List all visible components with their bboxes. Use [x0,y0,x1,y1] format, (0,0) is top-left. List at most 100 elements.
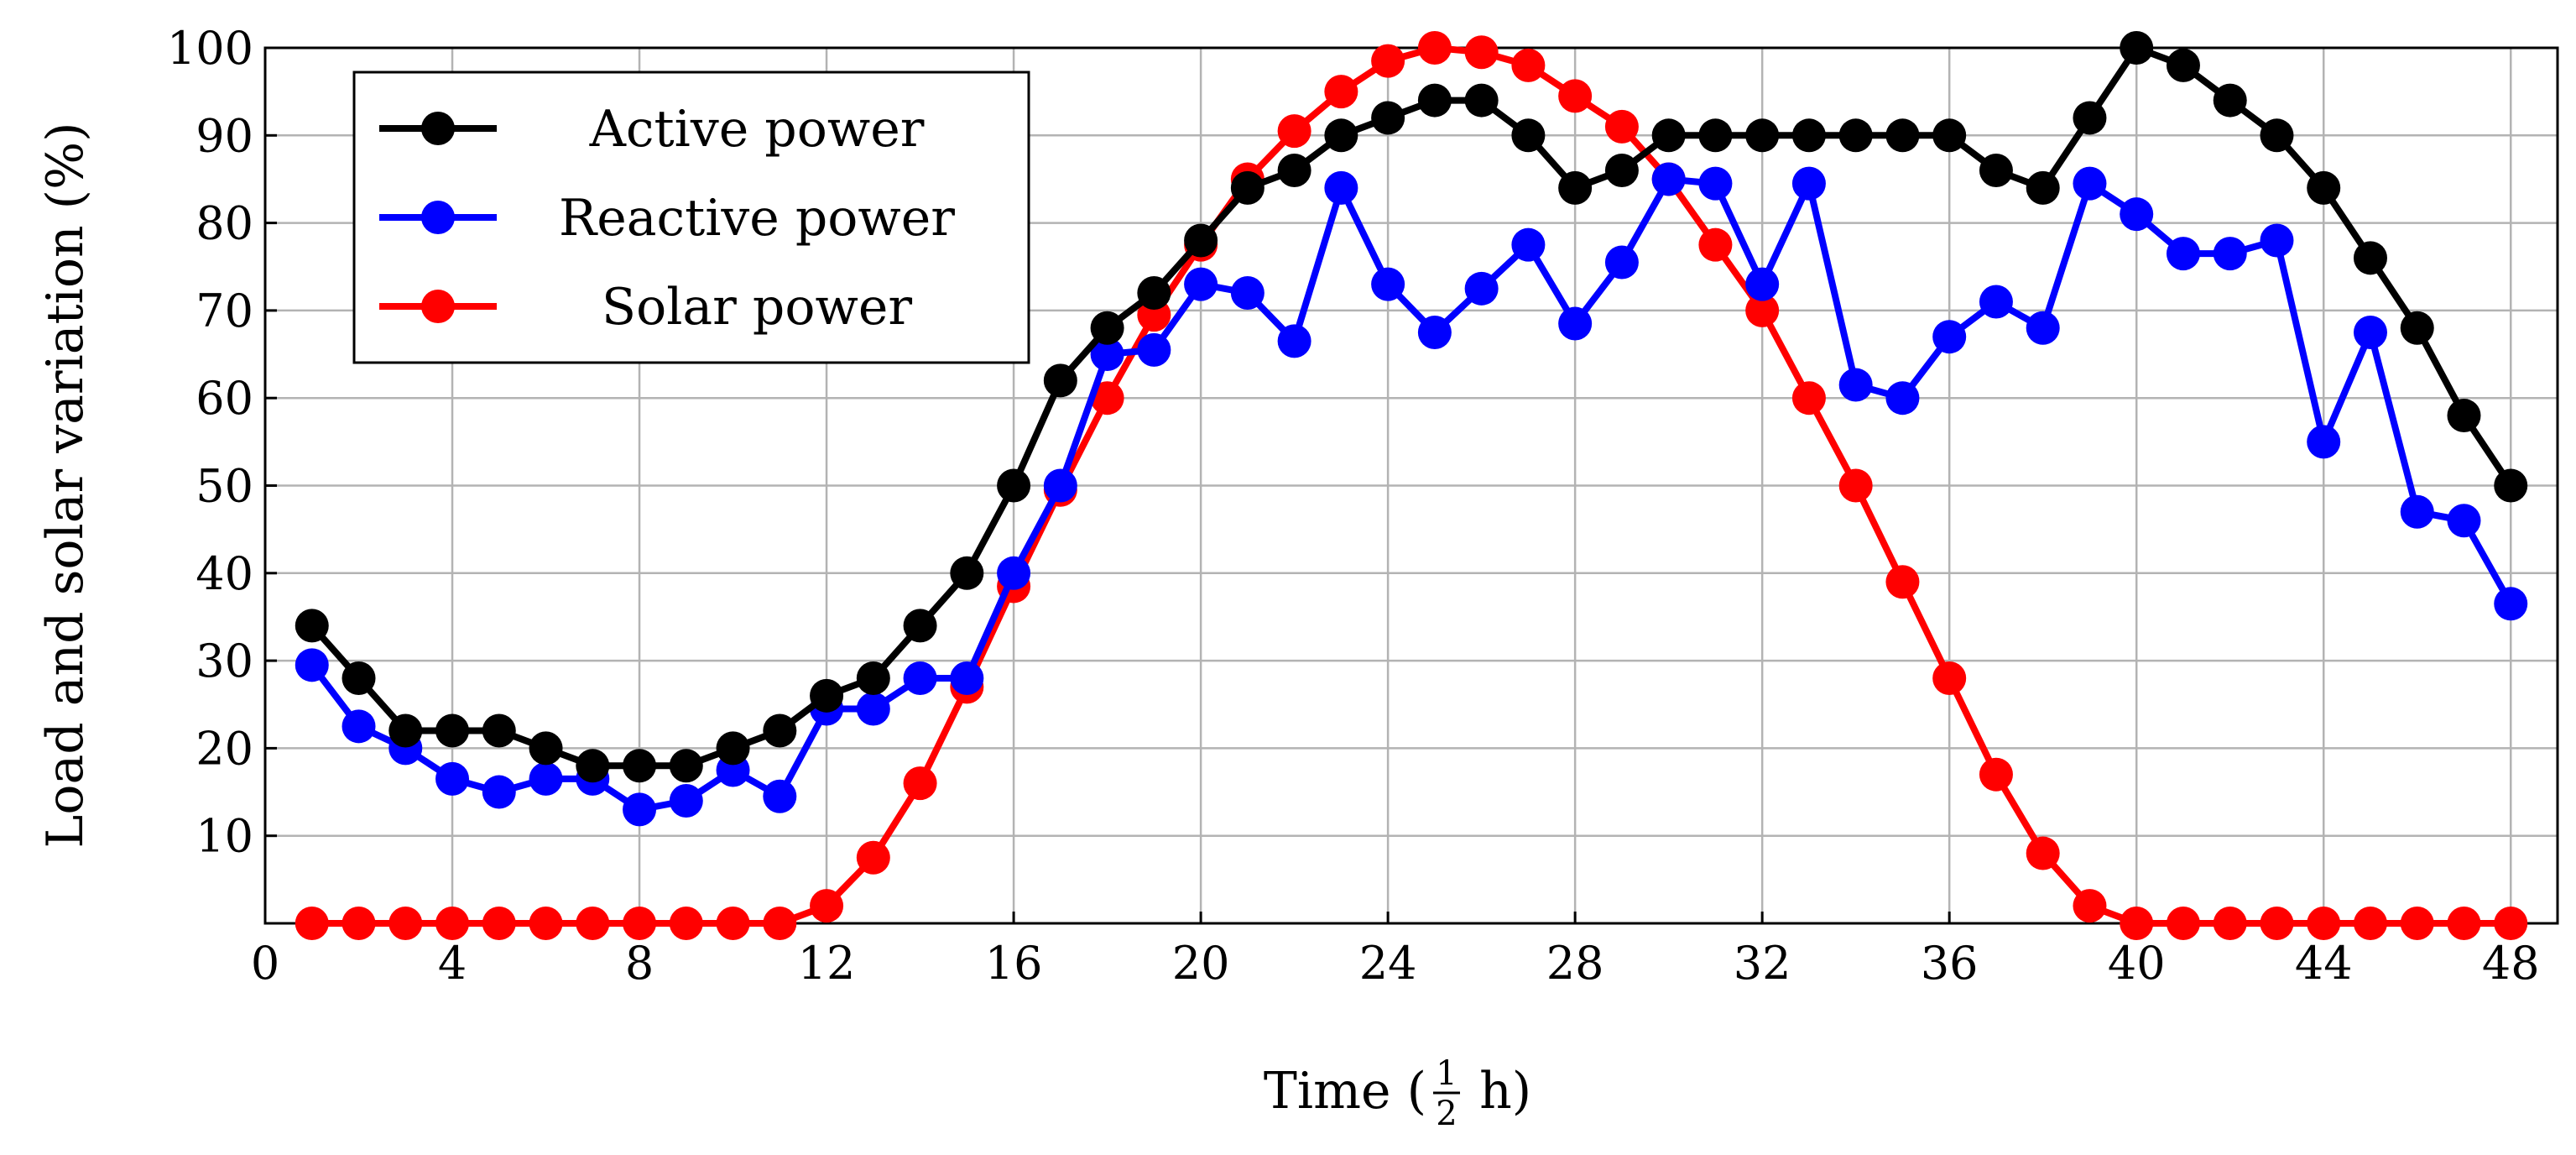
data-point-active-power [1838,118,1873,153]
series-solar-power [295,31,2528,940]
data-point-active-power [2447,399,2481,433]
x-tick-label: 24 [1359,937,1417,990]
data-point-active-power [1979,154,2013,188]
y-tick-label: 40 [196,547,253,600]
legend-swatch-marker [421,290,455,323]
data-point-solar-power [2400,907,2434,940]
data-point-reactive-power [1604,245,1639,280]
y-tick-label: 30 [196,635,253,687]
data-point-solar-power [2073,889,2107,923]
data-point-reactive-power [2073,166,2107,201]
data-point-reactive-power [997,556,1031,590]
data-point-active-power [342,661,376,695]
data-point-active-power [903,609,937,643]
data-point-active-power [1651,118,1686,153]
x-tick-label: 32 [1734,937,1791,990]
data-point-solar-power [1324,75,1358,109]
data-point-active-power [1698,118,1733,153]
legend-entry-active-power: Active power [379,100,925,159]
data-point-reactive-power [435,761,470,796]
data-point-active-power [1604,154,1639,188]
x-axis-label-suffix: h) [1463,1062,1531,1121]
data-point-reactive-power [1417,315,1452,349]
data-point-active-power [997,468,1031,503]
data-point-reactive-power [1371,267,1405,301]
legend-entry-reactive-power: Reactive power [379,189,955,248]
x-tick-label: 0 [251,937,279,990]
data-point-active-power [1464,83,1499,118]
data-point-active-power [950,556,984,590]
data-point-active-power [1558,170,1593,205]
data-point-solar-power [1698,227,1733,262]
data-point-active-power [2026,170,2060,205]
x-axis-label: Time ( 1 2 h) [1264,1054,1531,1133]
data-point-solar-power [1604,109,1639,144]
data-point-solar-power [1791,381,1826,415]
data-point-solar-power [1371,44,1405,78]
x-tick-label: 48 [2482,937,2540,990]
data-point-solar-power [903,766,937,801]
data-point-reactive-power [2260,223,2294,258]
data-point-active-power [2260,118,2294,153]
data-point-active-power [1184,223,1218,258]
x-tick-label: 20 [1172,937,1230,990]
x-axis-label-fraction-numerator: 1 [1436,1054,1457,1093]
data-point-reactive-power [1043,468,1077,503]
legend-entry-solar-power: Solar power [379,278,912,337]
series-active-power [295,31,2528,783]
data-point-solar-power [856,840,890,875]
data-point-active-power [2494,468,2528,503]
data-point-solar-power [1979,757,2013,792]
y-axis-label: Load and solar variation (%) [36,122,95,848]
data-point-reactive-power [623,792,657,827]
x-tick-label: 4 [438,937,467,990]
y-tick-label: 70 [196,285,253,337]
x-tick-label: 28 [1546,937,1604,990]
x-axis: 0 4 8 12 16 20 24 28 32 36 40 44 48 [251,912,2540,990]
data-point-reactive-power [1838,368,1873,402]
data-point-reactive-power [1558,306,1593,341]
data-point-solar-power [576,907,610,940]
data-point-reactive-power [2120,197,2154,232]
data-point-active-power [1417,83,1452,118]
x-tick-label: 16 [985,937,1043,990]
data-point-reactive-power [2026,311,2060,345]
data-point-solar-power [1932,661,1967,695]
data-point-reactive-power [1979,285,2013,319]
data-point-solar-power [810,889,844,923]
data-point-active-power [1791,118,1826,153]
data-point-active-power [2213,83,2247,118]
data-point-active-power [1885,118,1920,153]
data-point-active-power [1090,311,1124,345]
data-point-solar-power [1511,48,1546,82]
x-axis-label-prefix: Time ( [1264,1062,1426,1121]
data-point-reactive-power [2400,494,2434,529]
data-point-solar-power [2447,907,2481,940]
data-point-active-power [1324,118,1358,153]
y-tick-label: 100 [167,22,253,75]
data-point-solar-power [1277,114,1311,149]
data-point-active-power [1511,118,1546,153]
y-tick-label: 10 [196,810,253,863]
data-point-solar-power [763,907,797,940]
legend-label: Reactive power [559,189,955,248]
data-point-active-power [1043,363,1077,398]
data-point-active-power [1277,154,1311,188]
series-layer [295,31,2528,940]
y-tick-label: 80 [196,197,253,250]
data-point-reactive-power [950,661,984,695]
data-point-reactive-power [856,692,890,726]
data-point-solar-power [295,907,329,940]
data-point-reactive-power [1464,271,1499,306]
data-point-solar-power [716,907,750,940]
data-point-solar-power [2166,907,2200,940]
y-axis: 10 20 30 40 50 60 70 80 90 100 [167,22,277,863]
data-point-reactive-power [529,761,563,796]
data-point-solar-power [1745,293,1780,327]
legend-swatch-marker [421,201,455,234]
y-tick-label: 50 [196,460,253,513]
data-point-reactive-power [2307,425,2341,459]
legend: Active power Reactive power Solar power [352,71,1030,364]
legend-swatch-marker [421,112,455,145]
